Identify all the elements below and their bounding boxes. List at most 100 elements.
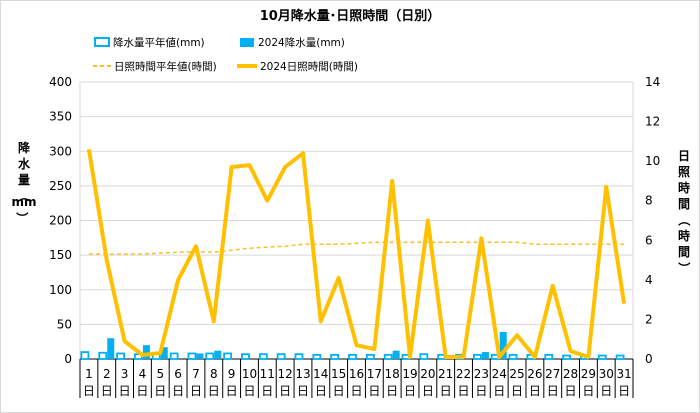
right-tick-label: 14 — [645, 75, 660, 89]
x-tick-label: 30 — [599, 367, 614, 381]
bar-normal-precip — [258, 353, 268, 360]
left-tick-label: 350 — [49, 110, 72, 124]
bar-normal-precip — [312, 353, 322, 360]
lines — [86, 148, 627, 360]
bar-normal-precip — [508, 353, 518, 360]
x-tick-label: 31 — [616, 367, 631, 381]
x-tick-label: 19 — [402, 367, 417, 381]
x-tick-label: 13 — [295, 367, 310, 381]
x-tick-unit: 日 — [618, 384, 630, 398]
x-tick-label: 18 — [385, 367, 400, 381]
x-tick-label: 15 — [331, 367, 346, 381]
x-tick-label: 12 — [278, 367, 293, 381]
x-tick-label: 21 — [438, 367, 453, 381]
x-tick-unit: 日 — [458, 384, 470, 398]
x-tick-label: 26 — [527, 367, 542, 381]
x-tick-unit: 日 — [600, 384, 612, 398]
x-tick-label: 7 — [192, 367, 200, 381]
legend-swatch-normal-precip — [94, 37, 110, 47]
x-tick-unit: 日 — [333, 384, 345, 398]
bar-normal-precip — [169, 352, 179, 360]
bar-normal-precip — [615, 354, 625, 360]
bar-normal-precip — [187, 352, 197, 360]
left-tick-label: 300 — [49, 144, 72, 158]
bar-normal-precip — [472, 353, 482, 360]
x-tick-unit: 日 — [404, 384, 416, 398]
left-axis-ticks: 0 50 100 150 200 250 300 350 400 — [49, 75, 72, 366]
bar-normal-precip — [241, 353, 250, 360]
x-tick-label: 6 — [174, 367, 182, 381]
right-tick-label: 4 — [645, 273, 653, 287]
right-tick-label: 2 — [645, 312, 653, 326]
x-tick-unit: 日 — [386, 384, 398, 398]
bar-normal-precip — [116, 352, 125, 360]
right-axis-label-char: 時 — [678, 228, 690, 243]
right-tick-label: 12 — [645, 115, 660, 129]
x-tick-label: 23 — [474, 367, 489, 381]
right-axis-label-char: 時 — [678, 180, 690, 195]
bar-normal-precip — [80, 351, 90, 360]
x-tick-unit: 日 — [154, 384, 166, 398]
bar-2024-precip — [142, 345, 150, 359]
bar-2024-precip — [196, 353, 204, 359]
x-tick-label: 8 — [210, 367, 218, 381]
left-tick-label: 150 — [49, 248, 72, 262]
right-tick-label: 0 — [645, 352, 653, 366]
x-tick-unit: 日 — [119, 384, 131, 398]
x-tick-unit: 日 — [172, 384, 184, 398]
x-tick-label: 11 — [260, 367, 275, 381]
bar-normal-precip — [276, 353, 286, 360]
x-tick-unit: 日 — [243, 384, 255, 398]
x-tick-label: 2 — [103, 367, 111, 381]
x-tick-unit: 日 — [529, 384, 541, 398]
x-tick-label: 1 — [85, 367, 93, 381]
left-axis-label: 降水量 （mm ） — [11, 140, 36, 224]
bar-normal-precip — [348, 353, 357, 360]
bar-normal-precip — [419, 353, 429, 360]
x-tick-label: 5 — [156, 367, 164, 381]
left-tick-label: 100 — [49, 283, 72, 297]
x-tick-unit: 日 — [101, 384, 113, 398]
right-tick-label: 8 — [645, 194, 653, 208]
x-tick-unit: 日 — [208, 384, 220, 398]
legend: 降水量平年値(mm) 2024降水量(mm) 日照時間平年値(時間) 2024日… — [93, 36, 358, 73]
x-tick-label: 14 — [313, 367, 328, 381]
x-tick-unit: 日 — [547, 384, 559, 398]
x-tick-label: 25 — [509, 367, 524, 381]
legend-label-normal-sunshine: 日照時間平年値(時間) — [114, 60, 217, 73]
left-axis-label-char: ） — [15, 212, 30, 224]
chart-title: 10月降水量･日照時間（日別） — [260, 8, 441, 24]
x-tick-unit: 日 — [565, 384, 577, 398]
x-tick-label: 16 — [349, 367, 364, 381]
x-tick-unit: 日 — [368, 384, 380, 398]
left-axis-label-char: mm — [11, 195, 36, 209]
bar-normal-precip — [544, 353, 554, 360]
bar-normal-precip — [330, 353, 340, 360]
right-axis-label-char: ） — [677, 262, 692, 274]
x-tick-label: 28 — [563, 367, 578, 381]
x-tick-unit: 日 — [493, 384, 505, 398]
bar-normal-precip — [294, 353, 304, 360]
x-tick-label: 27 — [545, 367, 560, 381]
right-axis-label-char: 間 — [678, 245, 690, 259]
right-tick-label: 10 — [645, 154, 660, 168]
x-tick-unit: 日 — [350, 384, 362, 398]
legend-label-normal-precip: 降水量平年値(mm) — [113, 36, 205, 49]
bar-normal-precip — [597, 354, 607, 360]
legend-swatch-2024-precip — [240, 38, 254, 47]
x-tick-unit: 日 — [190, 384, 202, 398]
right-axis-label-char: 照 — [678, 164, 690, 179]
x-tick-unit: 日 — [261, 384, 273, 398]
right-axis-label: 日照時間（時間） — [677, 149, 692, 274]
legend-label-2024-precip: 2024降水量(mm) — [258, 36, 345, 49]
bar-2024-precip — [214, 350, 222, 359]
bar-normal-precip — [205, 352, 215, 360]
left-axis-label-char: 量 — [18, 173, 30, 187]
x-axis-ticks: 1日2日3日4日5日6日7日8日9日10日11日12日13日14日15日16日1… — [79, 359, 634, 398]
right-axis-ticks: 0 2 4 6 8 10 12 14 — [645, 75, 660, 366]
x-tick-label: 4 — [139, 367, 147, 381]
bar-2024-precip — [499, 331, 507, 359]
left-axis-label-char: 水 — [18, 156, 31, 171]
bar-2024-precip — [481, 352, 489, 359]
